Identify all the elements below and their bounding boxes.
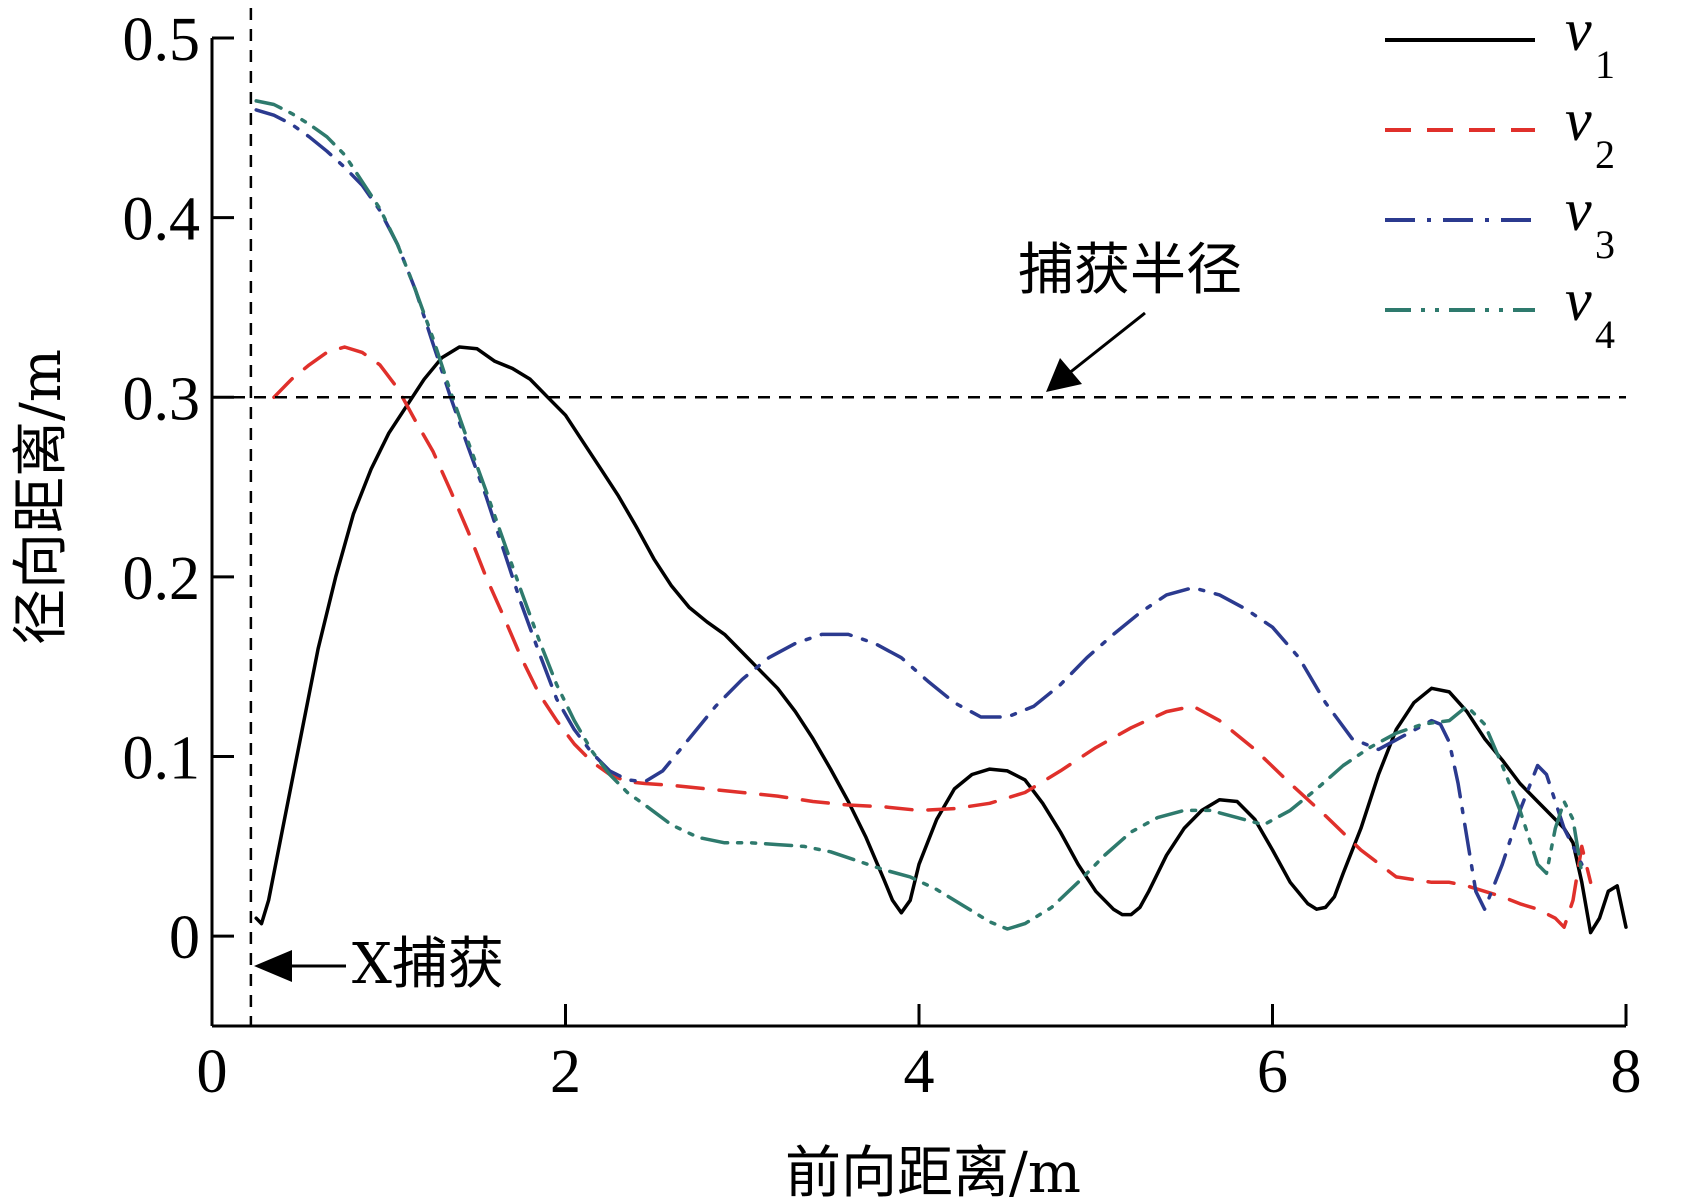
x-capture-arrowhead	[254, 950, 292, 982]
capture-radius-label: 捕获半径	[1018, 238, 1242, 303]
y-axis-title: 径向距离/m	[9, 349, 74, 645]
legend-label-v1: v	[1565, 0, 1592, 63]
y-tick-label: 0.1	[123, 725, 201, 793]
y-tick-label: 0.2	[123, 545, 201, 613]
series-line-v4	[254, 99, 1584, 931]
reference-lines	[212, 8, 1626, 1026]
y-tick-label: 0.3	[123, 365, 201, 433]
series-line-v2	[272, 345, 1593, 929]
legend-label-v4: v	[1565, 267, 1592, 333]
y-axis: 0 0.1 0.2 0.3 0.4 0.5	[123, 6, 234, 1026]
x-tick-label: 4	[904, 1038, 935, 1106]
x-tick-label: 8	[1611, 1038, 1642, 1106]
capture-radius-arrow-shaft	[1067, 311, 1146, 376]
capture-radius-arrowhead	[1046, 358, 1082, 392]
x-capture-label: X捕获	[352, 932, 504, 997]
legend-label-v2: v	[1565, 87, 1592, 153]
legend-sub-v1: 1	[1595, 42, 1615, 87]
y-tick-label: 0.4	[123, 186, 201, 254]
x-tick-label: 6	[1257, 1038, 1288, 1106]
x-tick-label: 2	[550, 1038, 581, 1106]
x-axis-title: 前向距离/m	[785, 1141, 1081, 1199]
y-tick-label: 0	[169, 904, 200, 972]
legend-label-v3: v	[1565, 177, 1592, 243]
series-layer	[254, 99, 1628, 935]
legend-sub-v3: 3	[1595, 222, 1615, 267]
legend-sub-v4: 4	[1595, 312, 1615, 357]
y-tick-label: 0.5	[123, 6, 201, 74]
x-tick-label: 0	[197, 1038, 228, 1106]
series-line-v1	[254, 345, 1628, 935]
annotation-arrows	[254, 311, 1146, 982]
series-line-v3	[254, 108, 1584, 911]
legend-sub-v2: 2	[1595, 132, 1615, 177]
x-axis: 0 2 4 6 8	[197, 1004, 1642, 1106]
